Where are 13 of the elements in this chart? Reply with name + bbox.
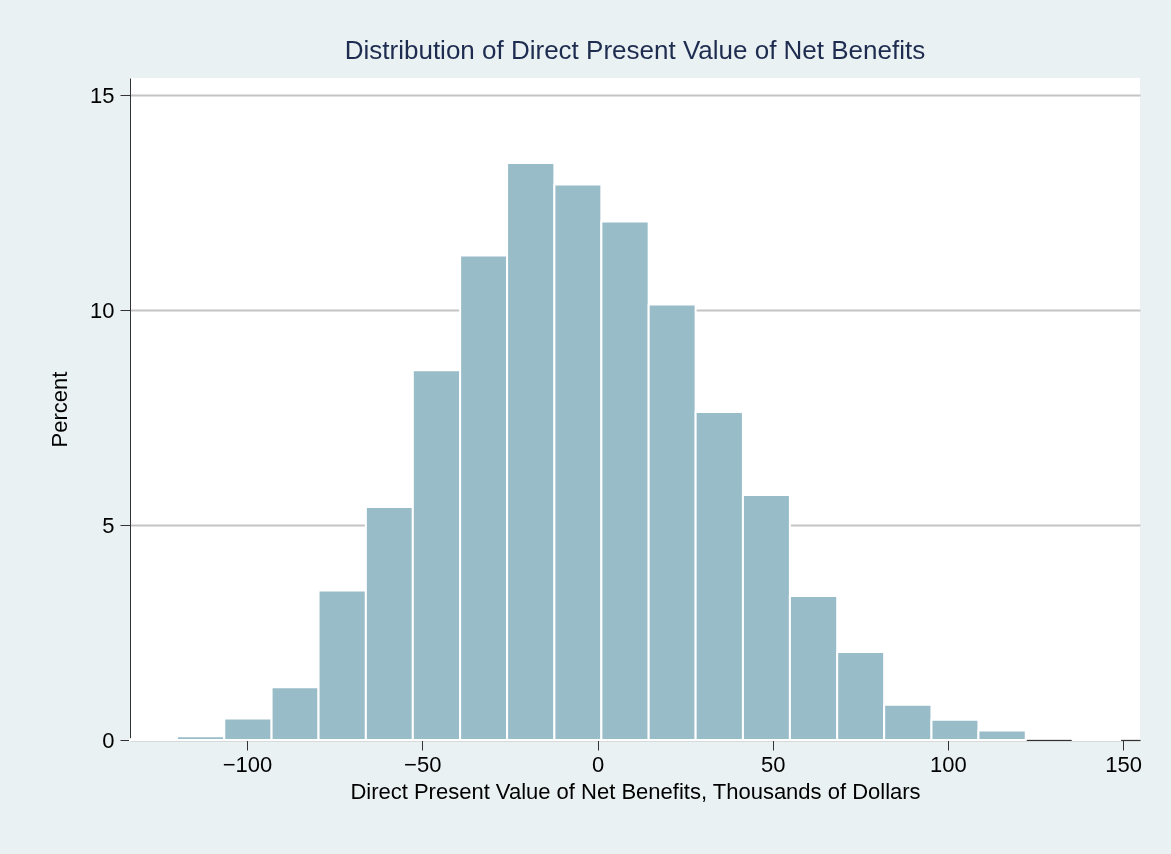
x-axis-title: Direct Present Value of Net Benefits, Thousands of Dollars <box>350 778 921 804</box>
x-tick-label: −100 <box>222 751 273 777</box>
x-tick-label: 150 <box>1105 751 1143 777</box>
y-tick-label: 10 <box>90 297 115 323</box>
y-tick-label: 0 <box>102 727 115 753</box>
y-axis-title: Percent <box>47 371 73 448</box>
x-tick-label: 50 <box>760 751 786 777</box>
x-tick-label: 100 <box>930 751 967 777</box>
x-tick-label: 0 <box>591 751 605 777</box>
y-tick-label: 5 <box>102 512 115 538</box>
chart-title: Distribution of Direct Present Value of Net Benefits <box>344 35 926 65</box>
y-tick-label: 15 <box>90 82 115 108</box>
x-tick-label: −50 <box>404 751 442 777</box>
